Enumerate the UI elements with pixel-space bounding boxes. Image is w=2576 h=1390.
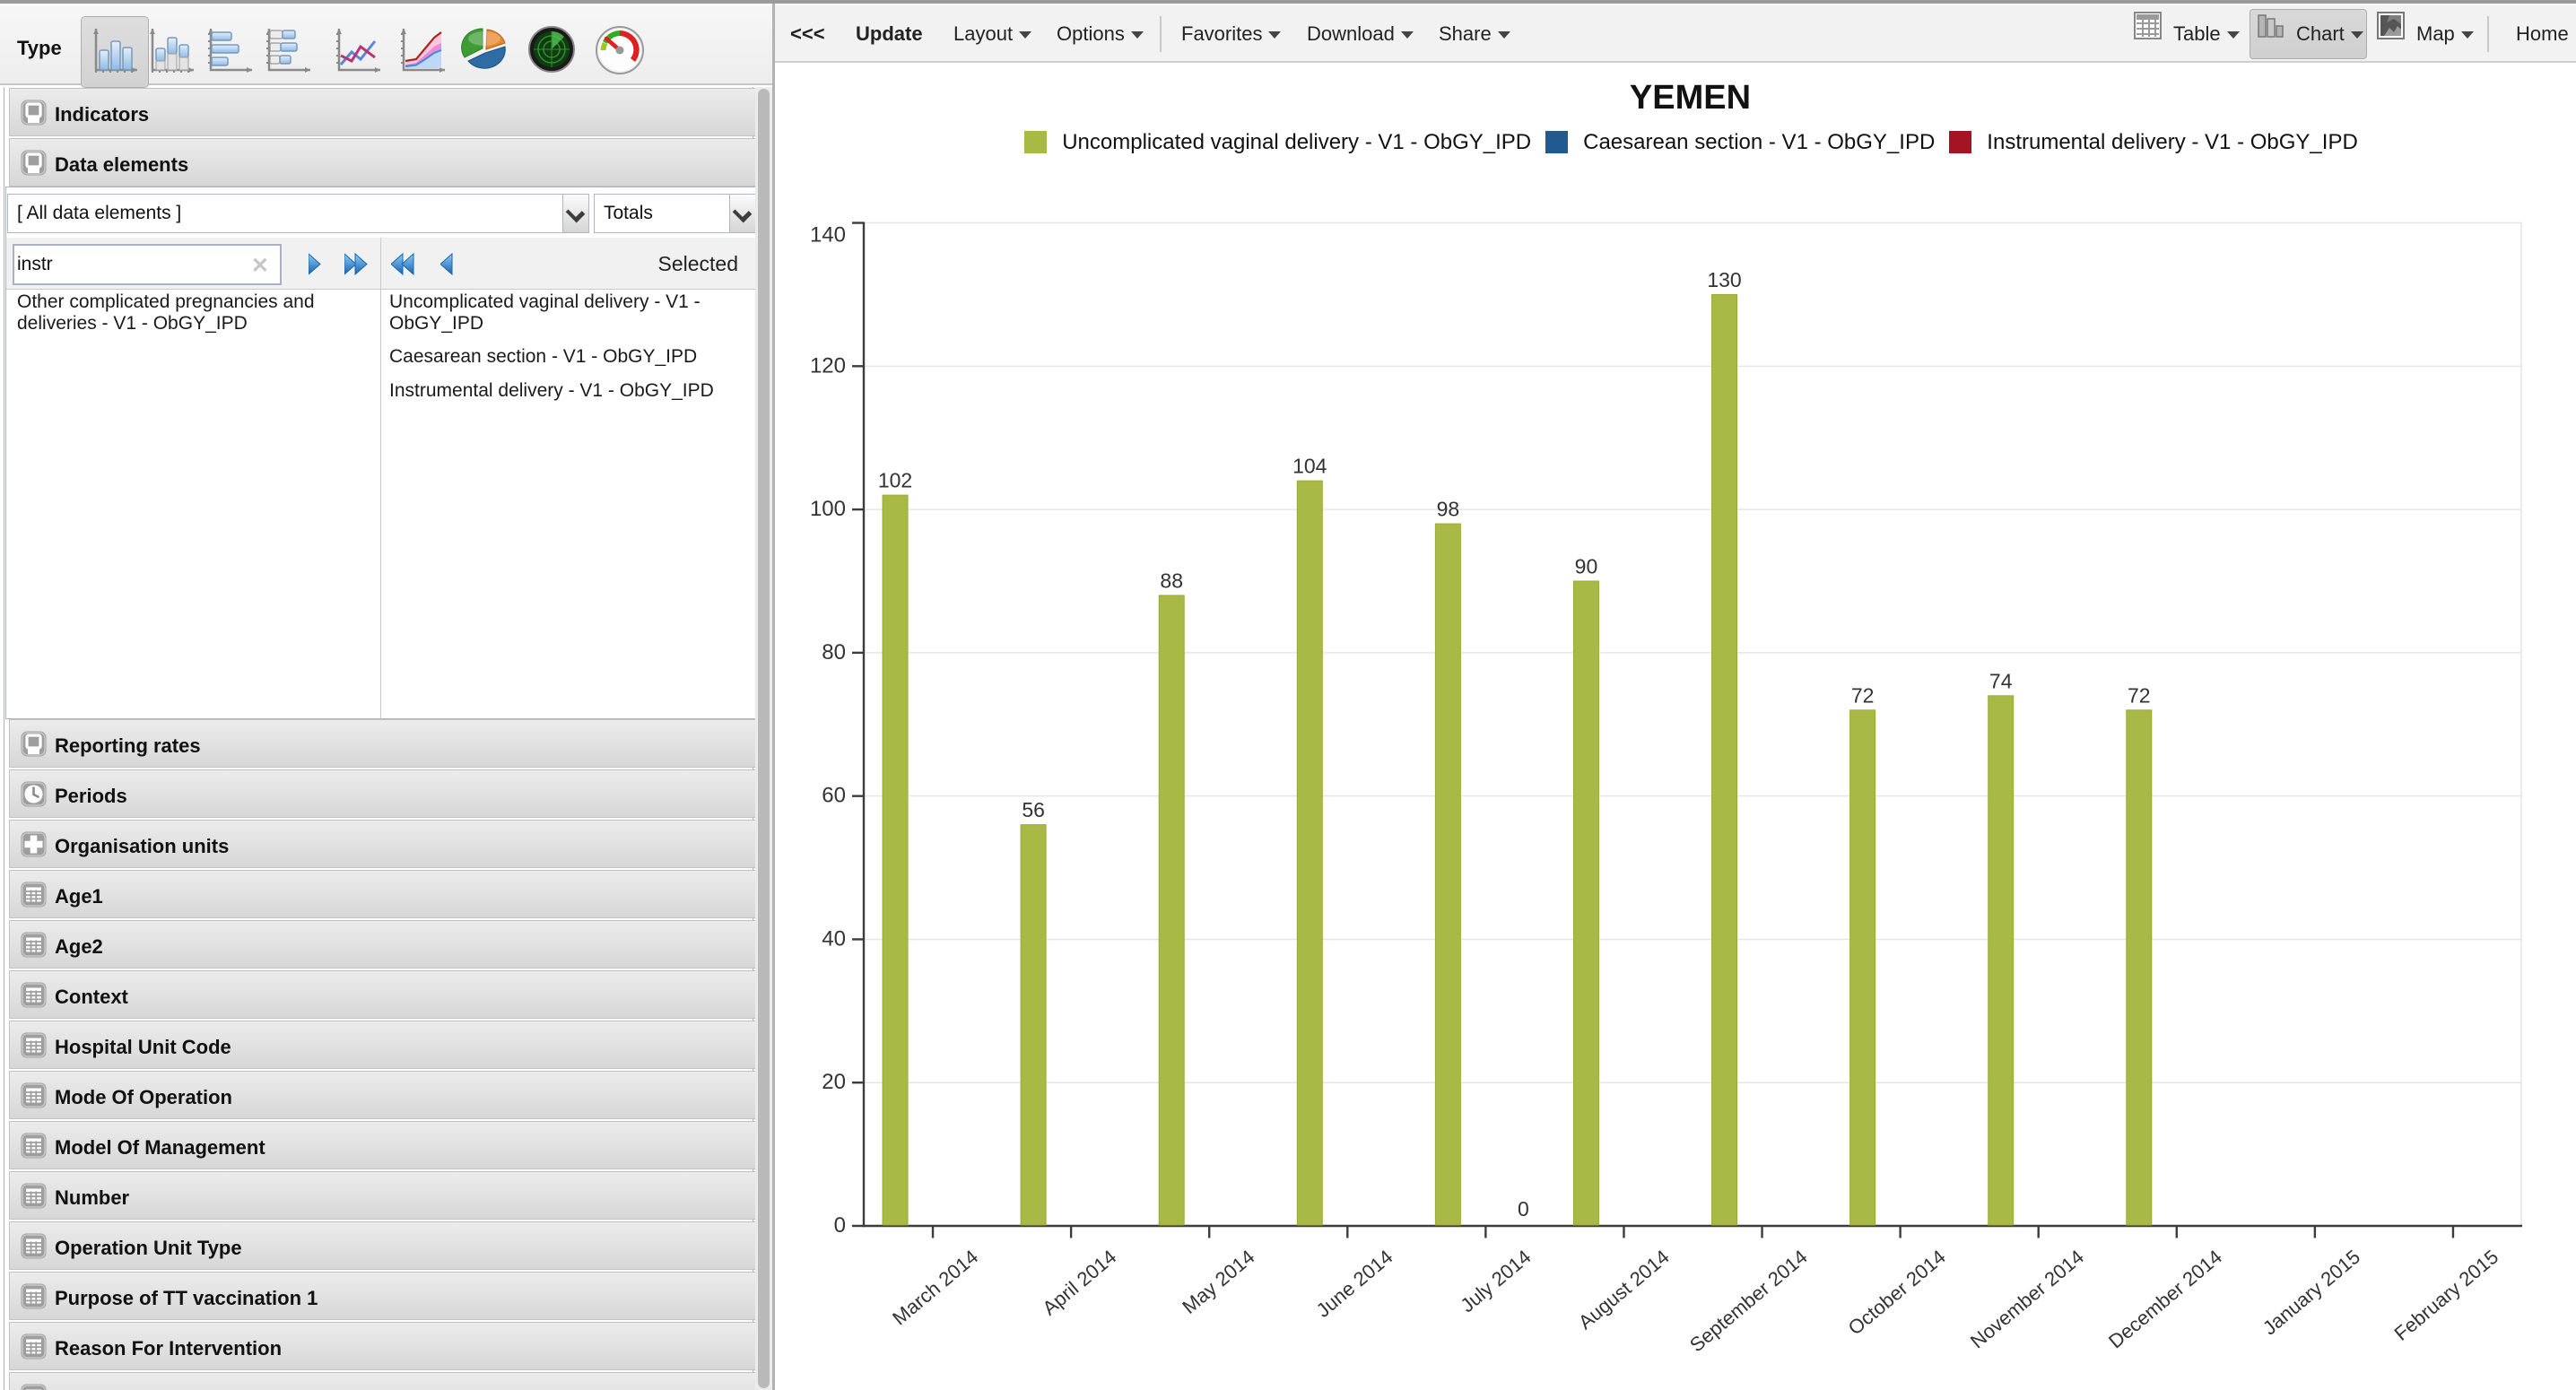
svg-text:0: 0 (834, 1213, 846, 1238)
svg-text:January 2015: January 2015 (2258, 1246, 2364, 1340)
svg-text:August 2014: August 2014 (1574, 1246, 1674, 1334)
svg-text:74: 74 (1989, 669, 2013, 692)
svg-text:88: 88 (1160, 569, 1183, 592)
svg-text:March 2014: March 2014 (888, 1246, 982, 1330)
svg-text:40: 40 (822, 926, 846, 951)
svg-text:72: 72 (2128, 683, 2151, 707)
svg-text:60: 60 (822, 784, 846, 808)
svg-text:80: 80 (822, 640, 846, 665)
svg-text:100: 100 (810, 497, 846, 521)
svg-text:120: 120 (810, 353, 846, 378)
svg-text:104: 104 (1292, 455, 1327, 478)
svg-text:98: 98 (1437, 498, 1460, 521)
svg-text:November 2014: November 2014 (1966, 1246, 2088, 1353)
svg-text:December 2014: December 2014 (2104, 1246, 2226, 1353)
svg-text:72: 72 (1851, 683, 1875, 707)
svg-text:July 2014: July 2014 (1456, 1246, 1535, 1317)
svg-text:140: 140 (810, 223, 846, 248)
svg-text:October 2014: October 2014 (1844, 1246, 1950, 1340)
svg-text:May 2014: May 2014 (1178, 1246, 1258, 1318)
svg-text:April 2014: April 2014 (1038, 1246, 1120, 1320)
svg-text:February 2015: February 2015 (2389, 1246, 2502, 1345)
svg-text:102: 102 (878, 469, 912, 492)
svg-text:130: 130 (1707, 268, 1741, 291)
svg-text:June 2014: June 2014 (1312, 1246, 1397, 1322)
svg-text:September 2014: September 2014 (1685, 1246, 1812, 1357)
svg-text:0: 0 (1518, 1197, 1529, 1221)
svg-text:90: 90 (1575, 554, 1598, 578)
svg-text:56: 56 (1022, 798, 1045, 821)
svg-text:20: 20 (822, 1070, 846, 1094)
